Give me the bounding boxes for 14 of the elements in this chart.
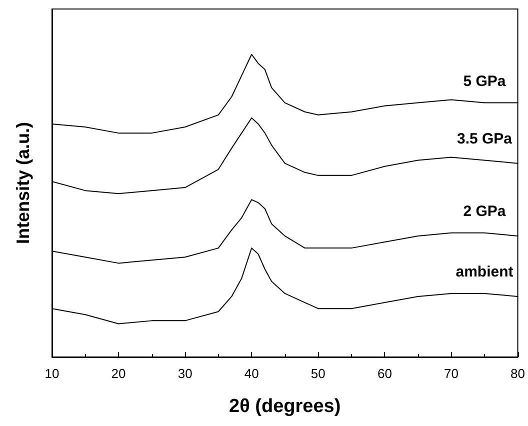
series-label: 5 GPa (463, 72, 506, 90)
x-tick-label: 50 (310, 366, 326, 381)
x-tick-label: 80 (510, 366, 526, 381)
x-tick-label: 40 (244, 366, 259, 381)
x-tick-label: 60 (377, 366, 392, 381)
x-tick-label: 10 (44, 366, 60, 381)
series-label: 2 GPa (463, 202, 506, 220)
series-label: 3.5 GPa (456, 130, 513, 148)
y-axis-title: Intensity (a.u.) (13, 122, 33, 244)
x-axis-title: 2θ (degrees) (229, 396, 341, 417)
x-tick-label: 30 (178, 366, 192, 381)
x-tick-label: 20 (111, 366, 126, 381)
x-tick-label: 70 (444, 366, 458, 381)
series-label: ambient (456, 263, 514, 280)
